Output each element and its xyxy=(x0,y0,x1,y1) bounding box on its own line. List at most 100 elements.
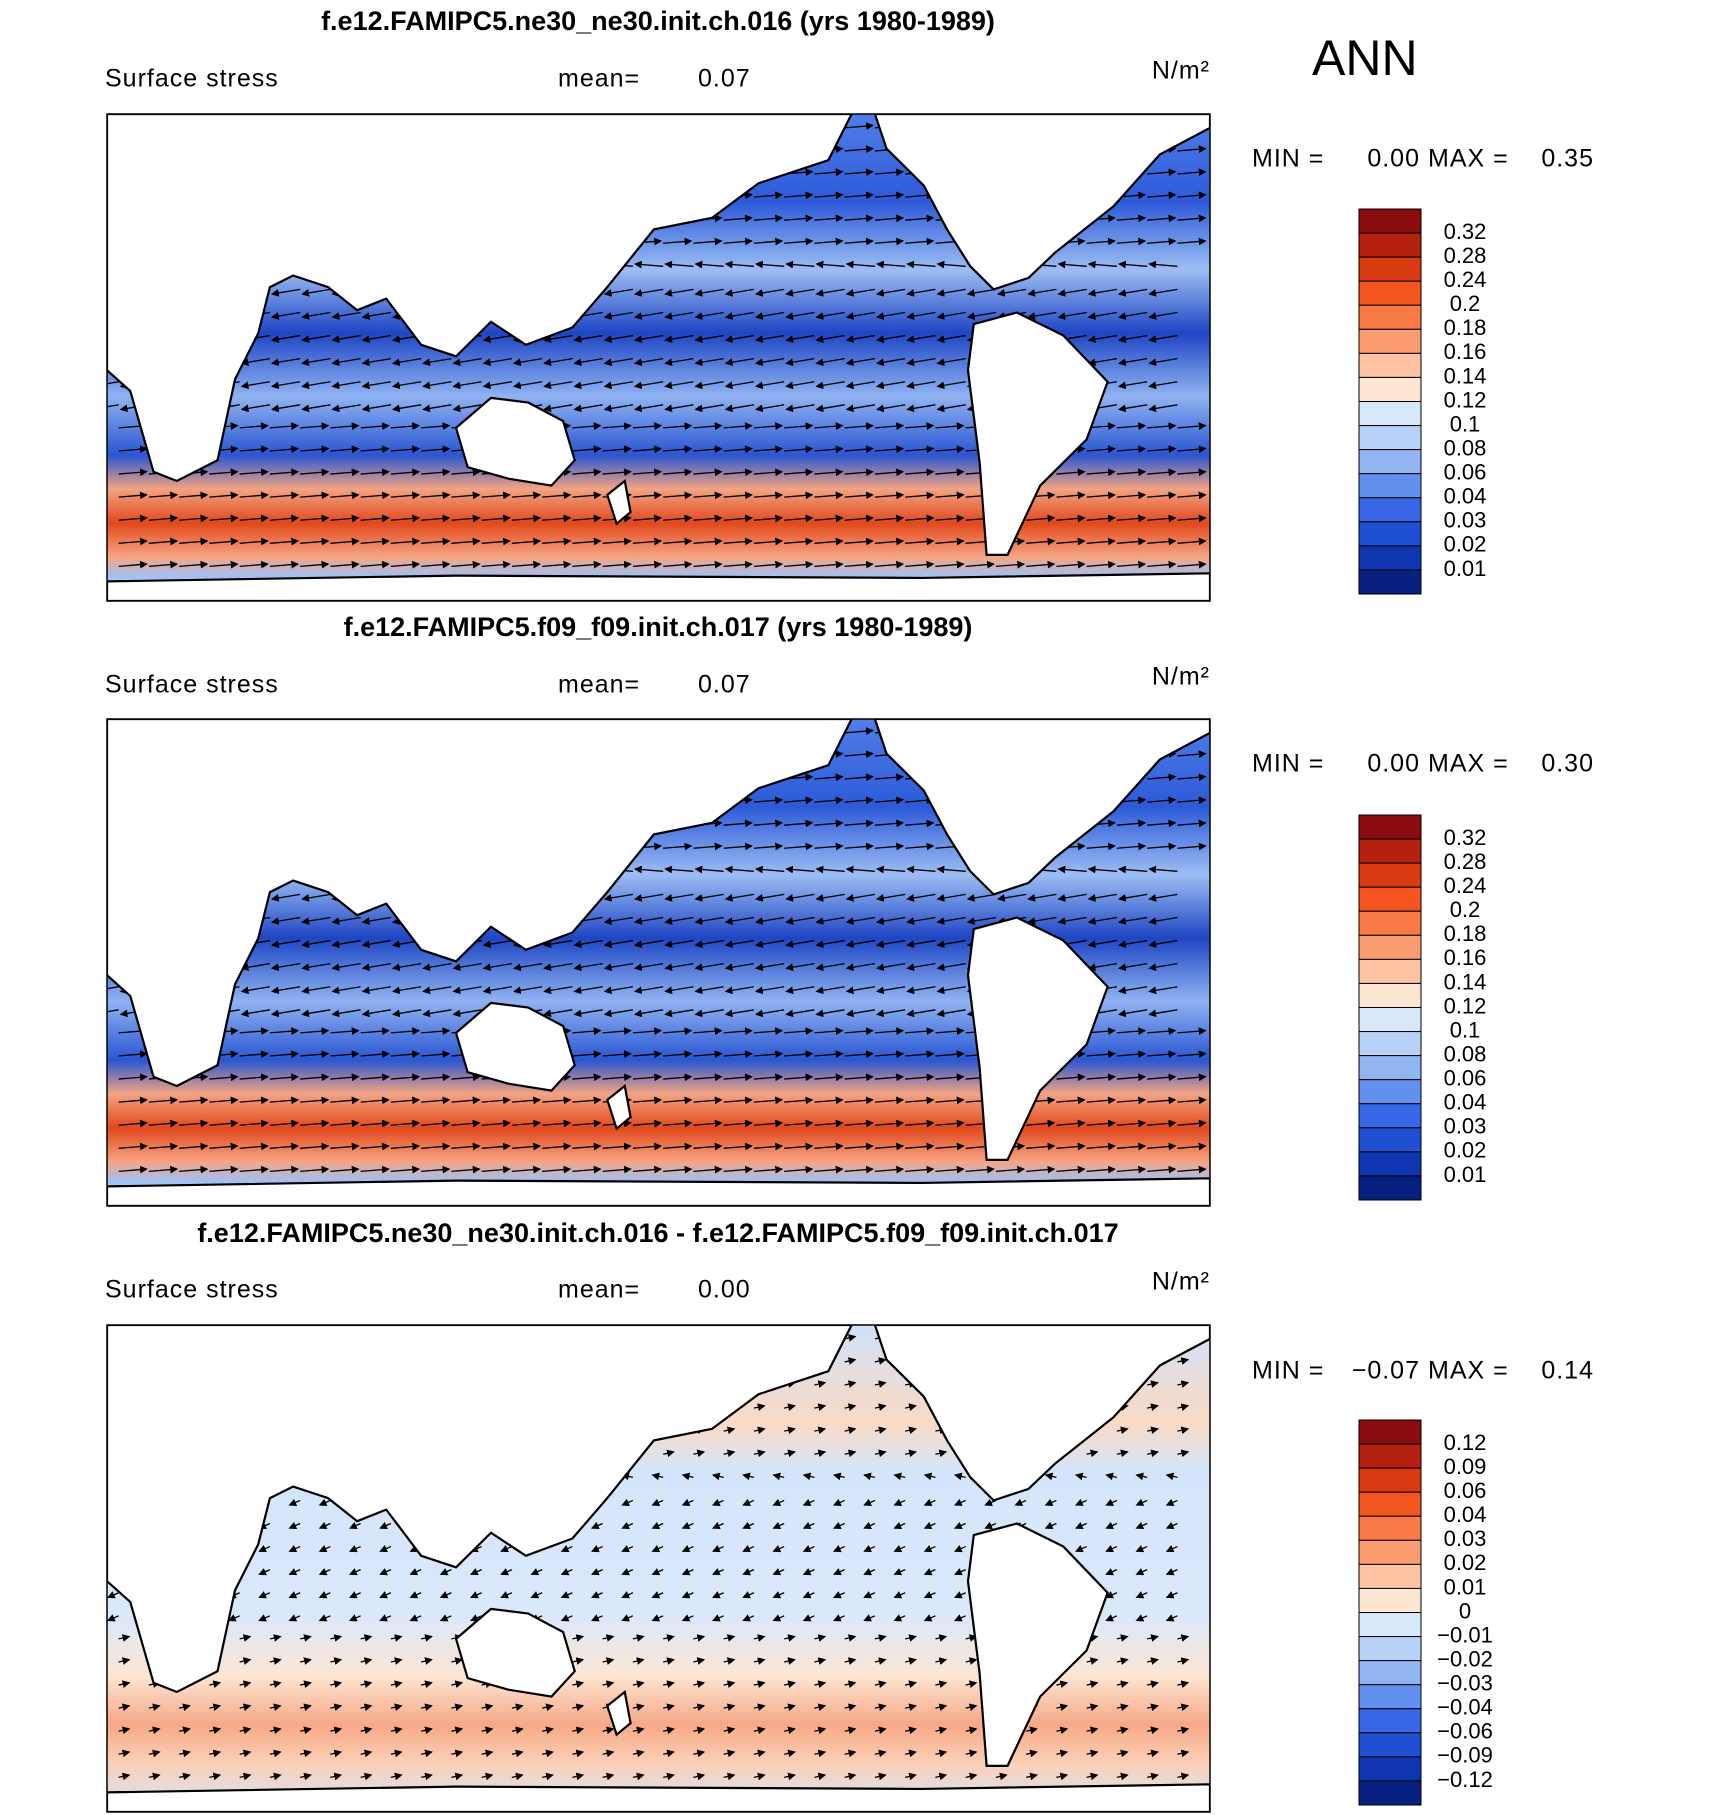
colorbar-label: 0.14 xyxy=(1444,969,1487,994)
wind-vector xyxy=(724,334,754,344)
wind-vector xyxy=(905,334,935,344)
wind-vector xyxy=(784,403,814,413)
wind-vector xyxy=(391,560,421,570)
wind-vector xyxy=(815,288,845,298)
wind-vector xyxy=(966,893,996,903)
wind-vector xyxy=(1117,214,1147,223)
wind-vector xyxy=(1056,490,1086,500)
colorbar-label: 0.06 xyxy=(1444,1066,1487,1091)
wind-vector xyxy=(572,560,602,570)
wind-vector xyxy=(694,357,724,367)
wind-vector xyxy=(361,560,391,570)
wind-vector xyxy=(633,537,663,547)
colorbar-box xyxy=(1358,328,1422,354)
wind-vector xyxy=(149,560,179,570)
wind-vector xyxy=(1147,795,1177,805)
wind-vector xyxy=(814,842,844,852)
wind-vector xyxy=(482,985,512,995)
wind-vector xyxy=(542,985,572,995)
wind-vector xyxy=(845,749,875,759)
wind-vector xyxy=(724,514,754,524)
colorbar-box xyxy=(1358,473,1422,499)
wind-vector xyxy=(845,467,875,477)
wind-vector xyxy=(300,334,330,344)
wind-vector xyxy=(1147,167,1177,177)
wind-vector xyxy=(391,403,421,413)
land xyxy=(107,573,1210,601)
wind-vector xyxy=(875,190,905,200)
wind-vector xyxy=(1148,916,1177,926)
wind-vector xyxy=(1148,380,1177,390)
wind-vector xyxy=(694,288,724,298)
wind-vector xyxy=(754,893,784,903)
min-value: 0.00 xyxy=(1367,145,1420,173)
wind-vector xyxy=(330,514,360,524)
wind-vector xyxy=(451,560,481,570)
wind-vector xyxy=(1117,514,1147,524)
colorbar-label: 0.28 xyxy=(1444,243,1487,268)
wind-vector xyxy=(754,985,784,995)
wind-vector xyxy=(663,421,693,431)
max-value: 0.30 xyxy=(1541,750,1594,778)
wind-vector xyxy=(905,537,935,547)
wind-vector xyxy=(1057,916,1087,926)
colorbar-label: 0.02 xyxy=(1444,1138,1487,1163)
wind-vector xyxy=(1057,311,1087,321)
wind-vector xyxy=(663,916,693,926)
units: N/m² xyxy=(1152,57,1210,85)
wind-vector xyxy=(875,403,905,413)
wind-vector xyxy=(633,939,663,949)
wind-vector xyxy=(512,514,542,524)
wind-vector xyxy=(573,939,603,949)
wind-vector xyxy=(694,939,724,949)
mean-label: mean= xyxy=(558,65,640,93)
wind-vector xyxy=(633,260,663,270)
wind-vector xyxy=(724,311,754,321)
wind-vector xyxy=(784,334,814,344)
colorbar-label: 0.12 xyxy=(1444,993,1487,1018)
colorbar-label: 0.18 xyxy=(1444,315,1487,340)
wind-vector xyxy=(1177,237,1207,247)
colorbar-box xyxy=(1358,910,1422,936)
wind-vector xyxy=(754,190,784,200)
colorbar-box xyxy=(1358,1612,1422,1638)
wind-vector xyxy=(633,514,663,524)
wind-vector xyxy=(1087,893,1117,903)
wind-vector xyxy=(935,444,965,454)
wind-vector xyxy=(663,537,693,547)
wind-vector xyxy=(1087,865,1117,875)
min-label: MIN = xyxy=(1252,1357,1324,1385)
colorbar-label: 0.01 xyxy=(1444,1162,1487,1187)
wind-vector xyxy=(936,288,966,298)
wind-vector xyxy=(875,490,905,500)
wind-vector xyxy=(240,403,270,413)
wind-vector xyxy=(633,467,663,477)
wind-vector xyxy=(270,444,300,454)
wind-vector xyxy=(119,537,149,547)
wind-vector xyxy=(270,560,300,570)
wind-vector xyxy=(875,772,905,782)
wind-vector xyxy=(573,357,603,367)
wind-vector xyxy=(300,421,330,431)
wind-vector xyxy=(391,985,421,995)
wind-vector xyxy=(875,167,905,177)
wind-vector xyxy=(905,311,935,321)
wind-vector xyxy=(845,537,875,547)
wind-vector xyxy=(663,490,693,500)
wind-vector xyxy=(361,403,391,413)
wind-vector xyxy=(1026,514,1056,524)
wind-vector xyxy=(845,490,875,500)
wind-vector xyxy=(482,357,512,367)
wind-vector xyxy=(1177,819,1207,828)
wind-vector xyxy=(452,357,482,367)
wind-vector xyxy=(875,514,905,524)
wind-vector xyxy=(330,467,360,477)
colorbar-label: 0.32 xyxy=(1444,825,1487,850)
wind-vector xyxy=(633,444,663,454)
colorbar-label: 0.03 xyxy=(1444,1114,1487,1139)
wind-vector xyxy=(693,514,723,524)
wind-vector xyxy=(845,288,875,298)
wind-vector xyxy=(724,537,754,547)
wind-vector xyxy=(905,380,935,390)
wind-vector xyxy=(754,260,784,270)
